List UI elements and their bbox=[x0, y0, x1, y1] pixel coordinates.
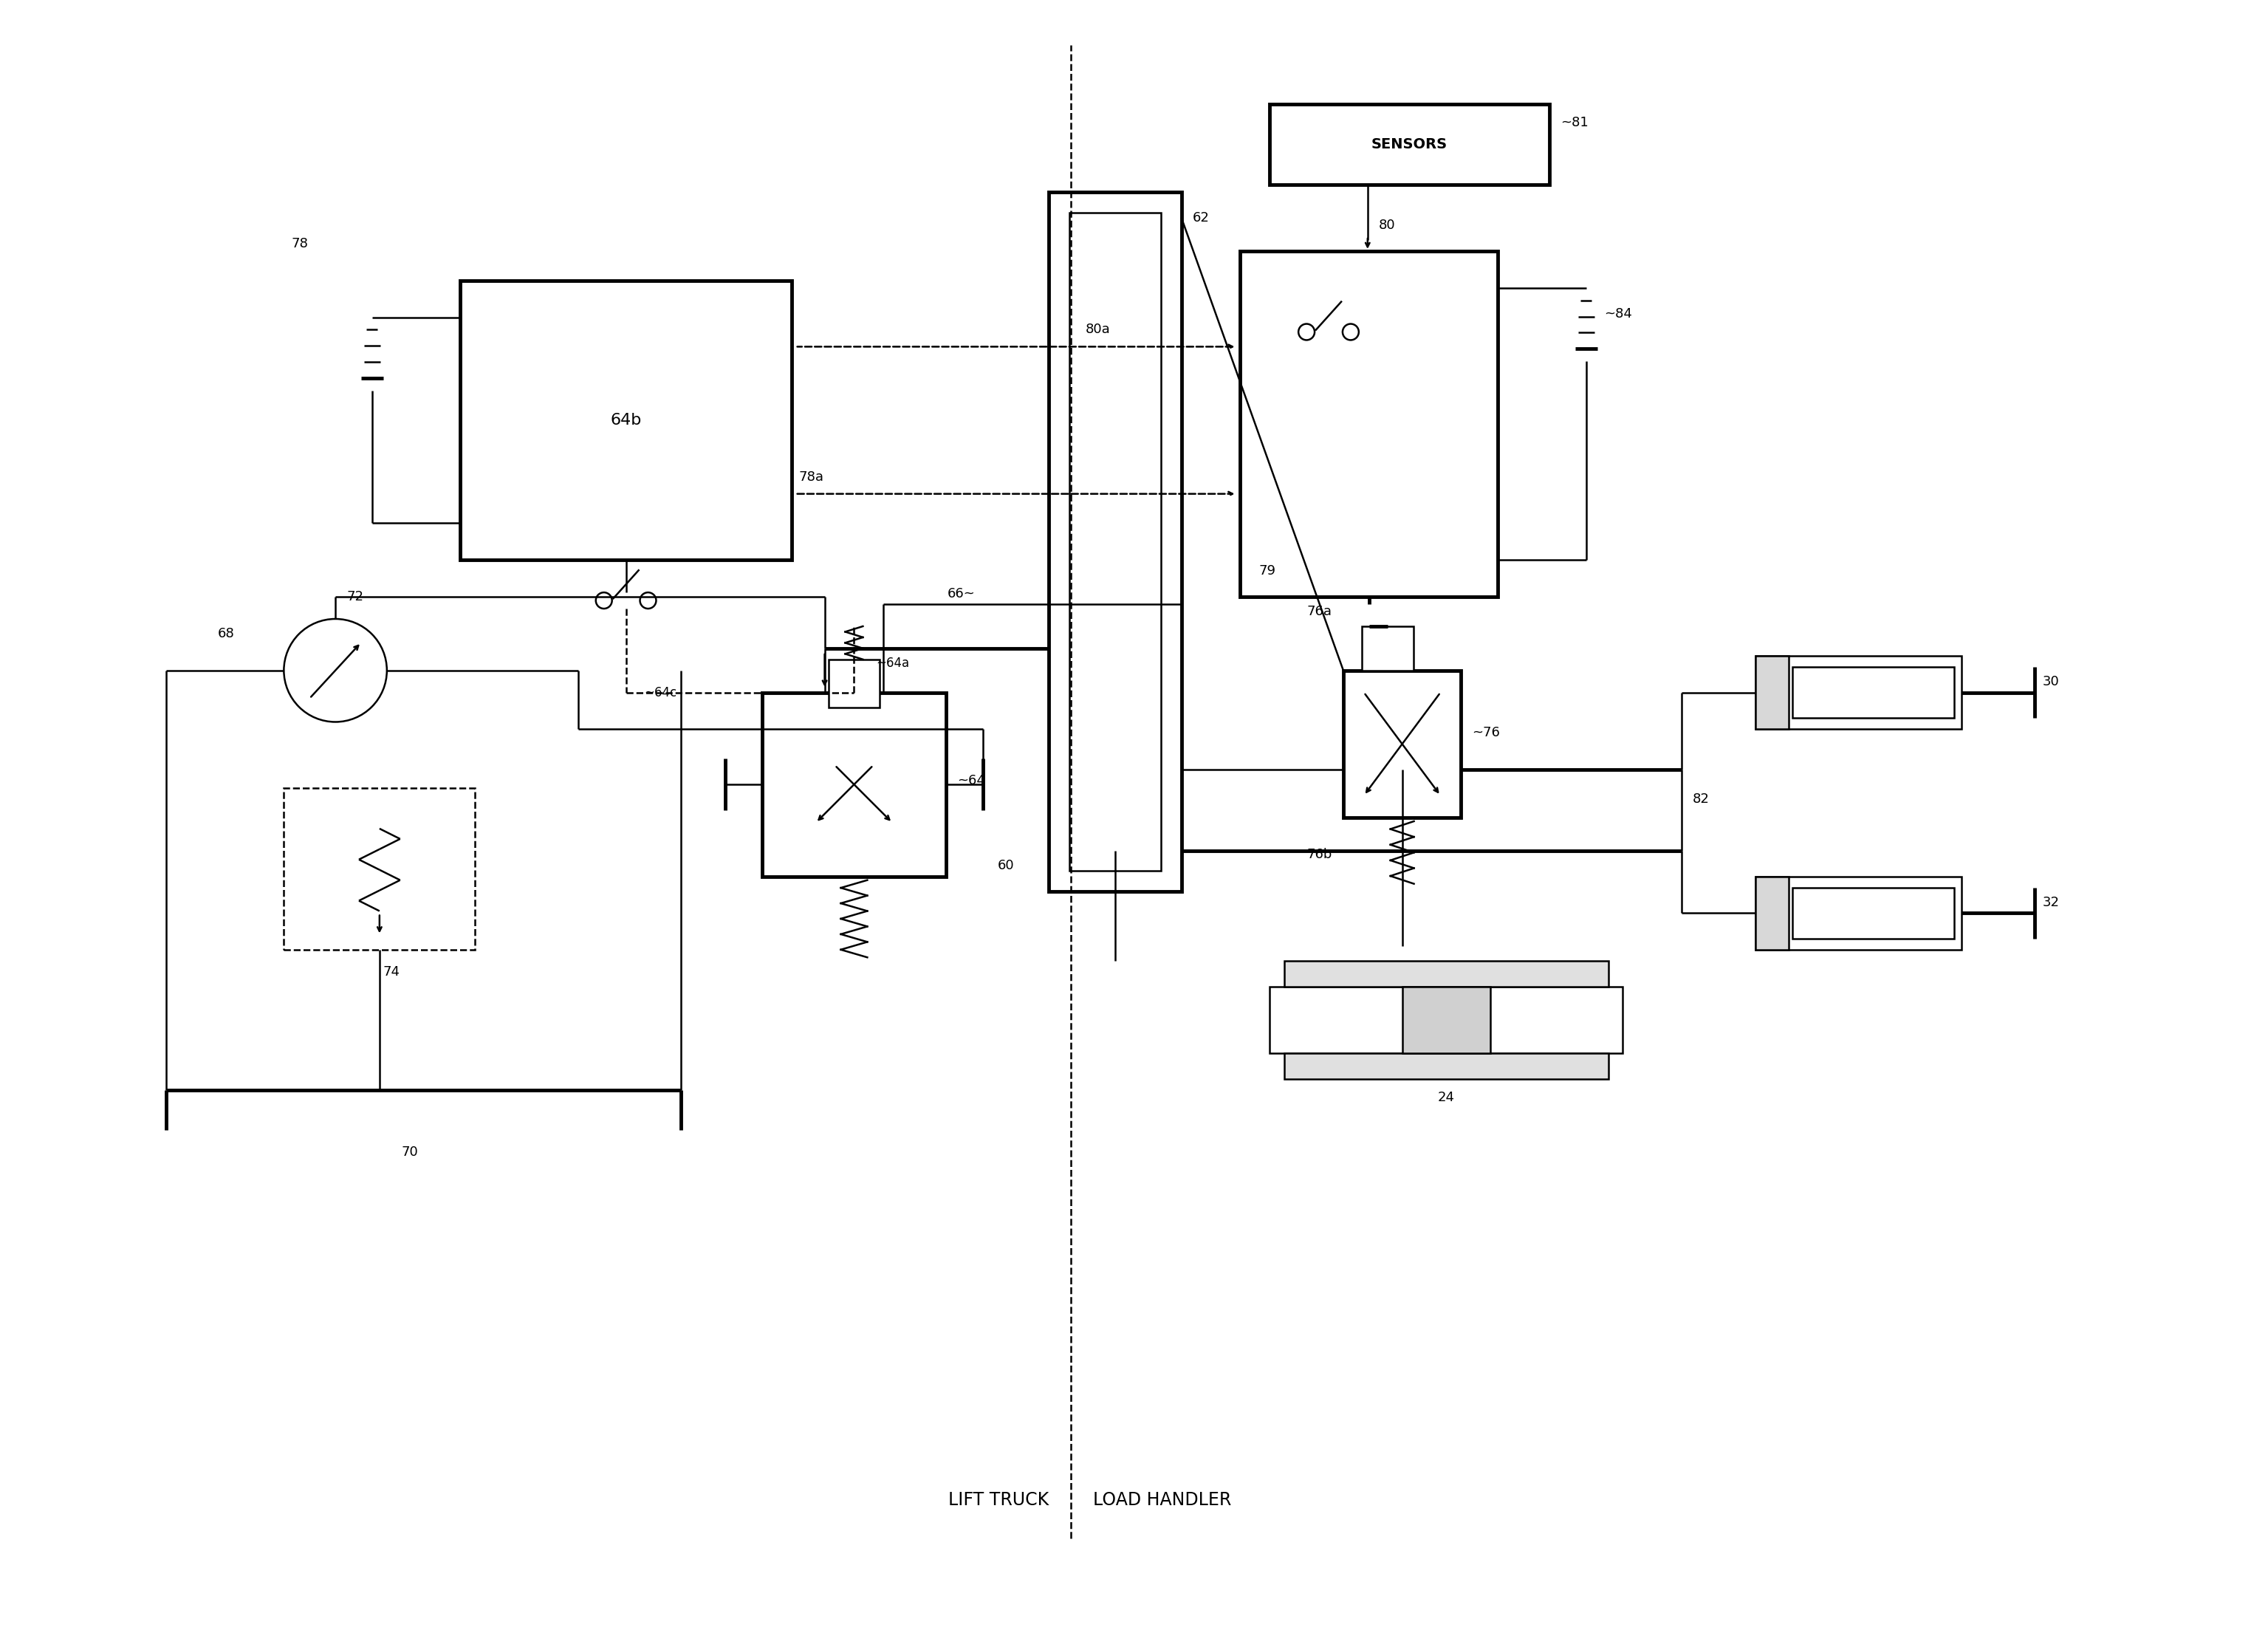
Bar bbox=[1755, 877, 1789, 950]
Text: 78: 78 bbox=[290, 236, 308, 251]
Text: 76b: 76b bbox=[1306, 848, 1331, 861]
Bar bbox=[1343, 670, 1461, 818]
Bar bbox=[1270, 104, 1549, 184]
Text: 68: 68 bbox=[218, 628, 234, 641]
Text: 24: 24 bbox=[1438, 1090, 1454, 1104]
Bar bbox=[828, 660, 880, 707]
Text: 76a: 76a bbox=[1306, 605, 1331, 618]
Text: 79: 79 bbox=[1259, 564, 1275, 577]
Bar bbox=[1241, 251, 1497, 597]
Text: 78a: 78a bbox=[798, 469, 823, 484]
Text: ~81: ~81 bbox=[1560, 116, 1588, 129]
Bar bbox=[1402, 986, 1490, 1053]
Bar bbox=[1270, 986, 1624, 1053]
Text: 70: 70 bbox=[401, 1146, 417, 1159]
Bar bbox=[460, 280, 792, 561]
Text: 74: 74 bbox=[383, 965, 399, 978]
Text: ~76: ~76 bbox=[1472, 727, 1499, 740]
Text: LOAD HANDLER: LOAD HANDLER bbox=[1093, 1491, 1232, 1509]
Text: ~64: ~64 bbox=[957, 774, 984, 787]
Bar bbox=[1070, 214, 1161, 870]
Bar bbox=[284, 789, 476, 950]
Text: LIFT TRUCK: LIFT TRUCK bbox=[948, 1491, 1050, 1509]
Bar bbox=[1792, 887, 1955, 939]
Text: 62: 62 bbox=[1193, 212, 1209, 225]
Text: 30: 30 bbox=[2041, 675, 2059, 688]
Text: ~84: ~84 bbox=[1603, 306, 1633, 319]
Bar bbox=[1050, 192, 1182, 892]
Text: ~64a: ~64a bbox=[875, 657, 909, 670]
Bar bbox=[1792, 667, 1955, 719]
Bar bbox=[1755, 877, 1962, 950]
Bar bbox=[762, 693, 946, 877]
Text: 60: 60 bbox=[998, 859, 1014, 872]
Text: 80: 80 bbox=[1379, 218, 1395, 231]
Text: 66~: 66~ bbox=[948, 587, 975, 600]
Text: ~64c: ~64c bbox=[644, 686, 676, 699]
Text: 64b: 64b bbox=[610, 412, 642, 427]
Text: 72: 72 bbox=[347, 590, 363, 603]
Text: 80a: 80a bbox=[1086, 323, 1111, 336]
Text: 32: 32 bbox=[2041, 895, 2059, 910]
Bar bbox=[1361, 626, 1413, 670]
Text: 82: 82 bbox=[1692, 792, 1710, 805]
Text: SENSORS: SENSORS bbox=[1372, 137, 1447, 152]
Bar bbox=[1284, 962, 1608, 986]
Bar bbox=[1284, 1053, 1608, 1079]
Bar bbox=[1755, 655, 1962, 729]
Bar bbox=[1755, 655, 1789, 729]
